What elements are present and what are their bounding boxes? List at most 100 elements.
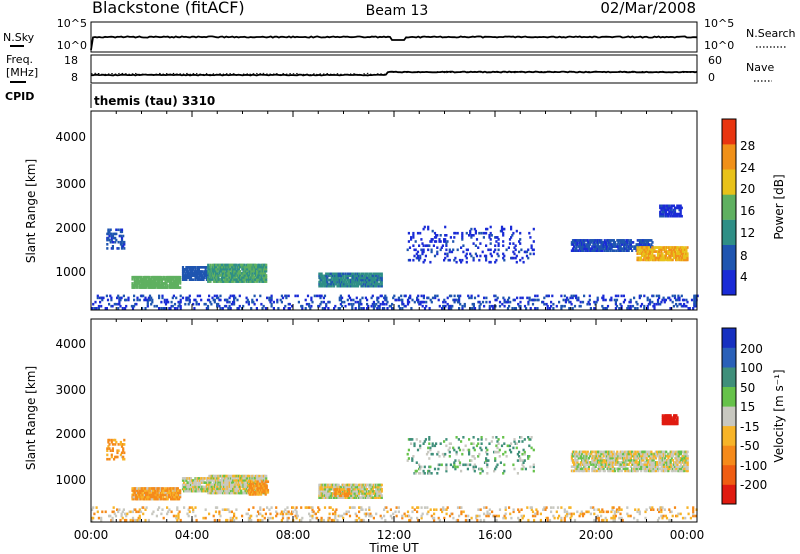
power-cell [207, 265, 210, 269]
velocity-cell [430, 472, 433, 475]
power-cell [254, 267, 258, 271]
power-cell [568, 300, 571, 304]
velocity-cell [582, 463, 585, 466]
power-cell [423, 258, 426, 262]
power-cell [406, 302, 410, 306]
velocity-cell [441, 452, 444, 456]
power-cell [380, 274, 383, 278]
power-cell [662, 256, 665, 260]
velocity-cell [183, 477, 186, 480]
velocity-cell [150, 487, 153, 490]
velocity-cell [479, 472, 482, 475]
power-cell [663, 258, 666, 262]
power-cell [342, 272, 345, 276]
power-cell [186, 298, 189, 302]
velocity-cell [427, 450, 430, 454]
velocity-cell [209, 479, 212, 482]
power-cell [224, 263, 227, 267]
power-cell [679, 210, 682, 214]
power-cell [582, 249, 585, 252]
velocity-cell [335, 496, 338, 499]
power-cell [571, 307, 574, 310]
velocity-cell [508, 444, 512, 448]
velocity-cell [358, 485, 361, 489]
velocity-cell [249, 476, 252, 480]
power-cell [494, 260, 497, 264]
velocity-cell [198, 481, 202, 484]
velocity-cell [598, 454, 601, 458]
power-cell [681, 250, 685, 253]
power-cell [366, 307, 369, 310]
power-cell [359, 298, 362, 302]
velocity-cell [593, 459, 596, 462]
power-cell [639, 294, 642, 298]
velocity-cell [224, 479, 227, 482]
power-cell [255, 307, 258, 310]
power-cell [506, 300, 510, 304]
power-cell [345, 280, 348, 284]
velocity-cell [207, 487, 210, 491]
velocity-cell [591, 461, 594, 464]
velocity-cell [579, 450, 582, 454]
power-cell [304, 307, 307, 310]
velocity-cell [160, 491, 164, 495]
velocity-cell [361, 483, 364, 487]
velocity-cell [587, 456, 590, 460]
power-cell [227, 307, 230, 310]
power-cell [209, 272, 212, 275]
velocity-cell [327, 490, 330, 493]
power-cell [660, 248, 663, 251]
power-cell [348, 278, 352, 282]
power-cell [673, 210, 677, 214]
velocity-cell [660, 469, 663, 473]
power-cell [643, 241, 646, 244]
velocity-cell [493, 469, 496, 473]
velocity-cell [663, 454, 667, 458]
velocity-cell [236, 489, 239, 493]
velocity-cell [574, 456, 577, 460]
velocity-cell [148, 489, 151, 492]
velocity-cell [624, 469, 627, 473]
velocity-cell [371, 487, 374, 491]
power-cell [601, 241, 604, 244]
power-cell [99, 300, 102, 304]
power-cell [175, 280, 178, 283]
power-cell [591, 247, 594, 250]
power-cell [383, 307, 386, 310]
velocity-cell [629, 461, 632, 464]
power-cell [602, 247, 605, 250]
velocity-cell [610, 456, 613, 460]
velocity-cell [234, 487, 237, 491]
power-cell [333, 284, 336, 288]
velocity-cell [665, 454, 668, 458]
velocity-cell [650, 452, 653, 456]
velocity-cell [632, 459, 635, 462]
power-cell [225, 272, 228, 275]
velocity-cell [485, 438, 488, 441]
velocity-cell [468, 452, 471, 456]
velocity-cell [146, 497, 149, 501]
velocity-cell [347, 492, 350, 495]
power-cell [668, 248, 671, 251]
power-cell [552, 307, 555, 310]
power-cell [585, 243, 588, 246]
power-cell [619, 247, 622, 250]
power-cell [472, 258, 475, 262]
velocity-cell [352, 494, 355, 497]
power-cell [371, 294, 374, 298]
power-cell [250, 274, 253, 277]
power-cell [436, 234, 439, 237]
power-cell [490, 234, 493, 237]
velocity-cell [598, 469, 601, 473]
power-cell [333, 274, 336, 278]
power-cell [662, 212, 665, 216]
power-cell [232, 272, 235, 275]
power-cell [344, 304, 347, 308]
velocity-cell [212, 489, 215, 493]
velocity-cell [424, 438, 427, 441]
freq-label-line1: Freq. [6, 53, 33, 66]
power-cell [148, 298, 152, 302]
power-cell [358, 276, 361, 280]
power-cell [212, 280, 215, 283]
velocity-cell [207, 489, 210, 493]
